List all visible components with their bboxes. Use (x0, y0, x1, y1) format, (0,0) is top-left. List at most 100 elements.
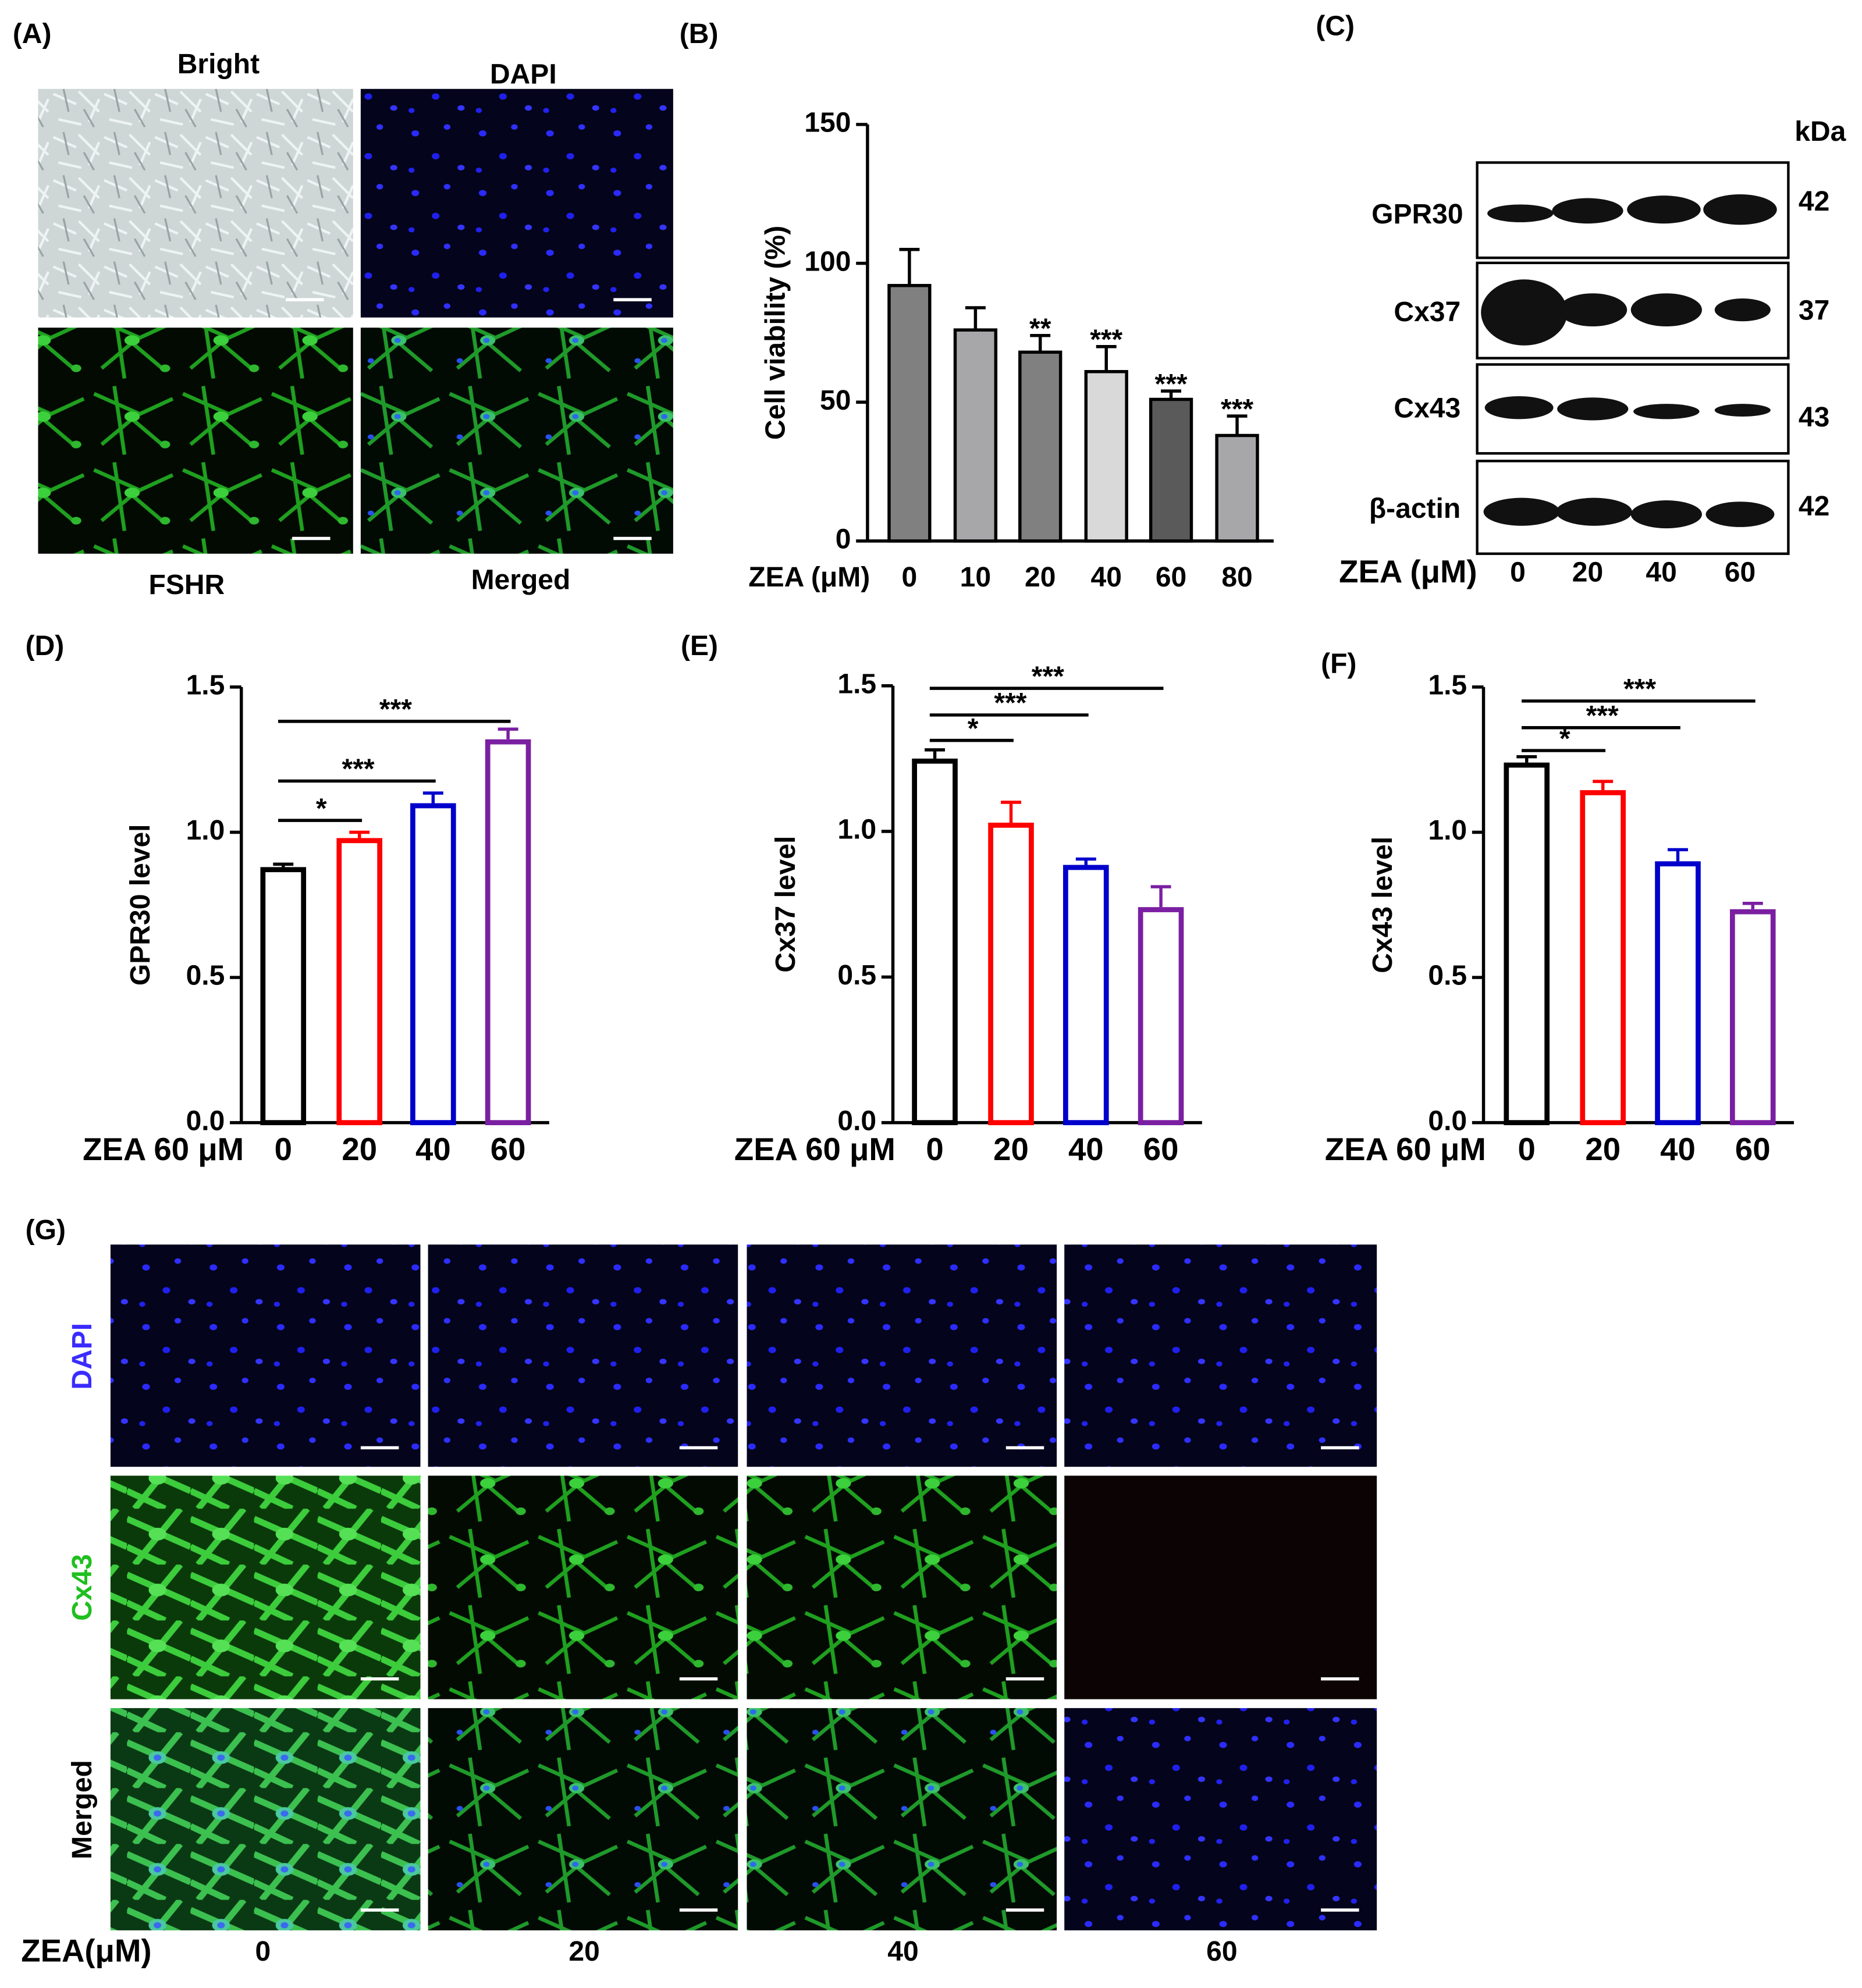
kda-value: 42 (1799, 491, 1829, 522)
lane-label: 60 (1725, 557, 1756, 588)
x-axis-label: ZEA 60 μM (1325, 1132, 1486, 1167)
micrograph (38, 328, 353, 554)
bar (336, 838, 383, 1125)
kda-title: kDa (1795, 116, 1846, 147)
bar (1084, 370, 1128, 543)
image-label: Merged (471, 564, 571, 595)
bar (953, 328, 998, 543)
protein-label: Cx43 (1394, 393, 1461, 424)
y-axis-label: Cell viability (%) (761, 226, 791, 440)
bar (1138, 907, 1184, 1125)
scale-bars (360, 1446, 1359, 1912)
bar (1149, 397, 1193, 543)
bar (1580, 790, 1626, 1125)
y-tick-label: 0.5 (1428, 961, 1467, 991)
y-tick-label: 0.0 (837, 1105, 876, 1136)
micrograph (360, 328, 673, 554)
significance-label: *** (1032, 661, 1064, 692)
x-axis-label: ZEA 60 μM (734, 1132, 896, 1167)
bar (260, 867, 307, 1125)
blot-bands (1481, 194, 1777, 529)
kda-value: 43 (1799, 402, 1829, 433)
bar (1504, 762, 1550, 1125)
y-tick-label: 1.5 (1428, 670, 1467, 701)
x-tick-label: 40 (1068, 1132, 1104, 1167)
significance-label: * (316, 793, 327, 824)
x-tick-label: 0 (926, 1132, 943, 1167)
y-tick-label: 1.0 (837, 815, 876, 845)
bar (1729, 909, 1776, 1125)
bar (410, 803, 456, 1125)
x-tick-label: 60 (1735, 1132, 1771, 1167)
x-tick-label: 0 (275, 1132, 292, 1167)
y-tick-label: 1.0 (186, 815, 225, 846)
bar (887, 284, 932, 543)
bar (1655, 861, 1701, 1125)
y-tick-label: 150 (804, 108, 851, 138)
significance-label: * (968, 713, 979, 744)
x-axis-label: ZEA 60 μM (83, 1132, 244, 1167)
protein-label: GPR30 (1371, 199, 1463, 230)
scale-bars (286, 298, 652, 540)
bar (1215, 433, 1259, 543)
image-label: Bright (177, 49, 260, 80)
y-tick-label: 50 (820, 385, 851, 416)
x-tick-label: 60 (1156, 562, 1186, 593)
kda-value: 42 (1799, 186, 1829, 217)
y-tick-label: 100 (804, 246, 851, 277)
x-tick-label: 0 (1518, 1132, 1536, 1167)
panel-label: (G) (26, 1215, 66, 1246)
panel-label: (B) (680, 19, 719, 49)
bar (1063, 865, 1109, 1125)
y-axis-label: GPR30 level (125, 824, 156, 986)
column-label: 0 (255, 1936, 271, 1967)
bar (1018, 350, 1063, 543)
kda-value: 37 (1799, 296, 1829, 326)
x-tick-label: 0 (902, 562, 918, 593)
x-tick-label: 20 (1585, 1132, 1621, 1167)
row-label: Merged (67, 1760, 98, 1859)
image-label: DAPI (490, 59, 557, 90)
x-tick-label: 60 (1143, 1132, 1179, 1167)
column-label: 40 (887, 1936, 918, 1967)
image-label: FSHR (149, 570, 225, 600)
x-axis-label: ZEA (μM) (748, 562, 870, 593)
panel-label: (D) (26, 631, 65, 662)
micrograph-grid (110, 1244, 1377, 1930)
bar (988, 823, 1034, 1125)
x-tick-label: 60 (491, 1132, 526, 1167)
x-tick-label: 40 (1660, 1132, 1696, 1167)
row-label: DAPI (67, 1323, 98, 1390)
y-tick-label: 0.5 (837, 960, 876, 991)
significance-label: ** (1029, 314, 1051, 344)
axis-label: ZEA (μM) (1339, 554, 1477, 589)
y-tick-label: 0.0 (1428, 1105, 1467, 1136)
lane-label: 20 (1572, 557, 1603, 588)
significance-label: *** (1586, 700, 1619, 731)
bar (485, 739, 531, 1125)
axis-label: ZEA(μM) (21, 1933, 151, 1969)
bar (912, 758, 958, 1125)
x-tick-label: 40 (415, 1132, 451, 1167)
y-tick-label: 0.5 (186, 961, 225, 991)
x-tick-label: 10 (960, 562, 991, 593)
x-tick-label: 80 (1221, 562, 1252, 593)
significance-label: *** (1623, 674, 1656, 705)
micrograph (38, 88, 353, 318)
x-tick-label: 20 (342, 1132, 377, 1167)
panel-label: (C) (1316, 11, 1355, 42)
y-tick-label: 1.5 (837, 668, 876, 699)
y-axis-label: Cx43 level (1367, 837, 1398, 973)
significance-label: *** (379, 694, 412, 725)
panel-label: (A) (13, 19, 52, 49)
panel-label: (E) (681, 631, 718, 662)
x-tick-label: 20 (993, 1132, 1029, 1167)
lane-label: 0 (1510, 557, 1526, 588)
protein-label: β-actin (1369, 493, 1461, 524)
significance-label: * (1559, 723, 1570, 754)
micrograph (360, 88, 673, 318)
protein-label: Cx37 (1394, 297, 1461, 328)
lane-label: 40 (1646, 557, 1676, 588)
